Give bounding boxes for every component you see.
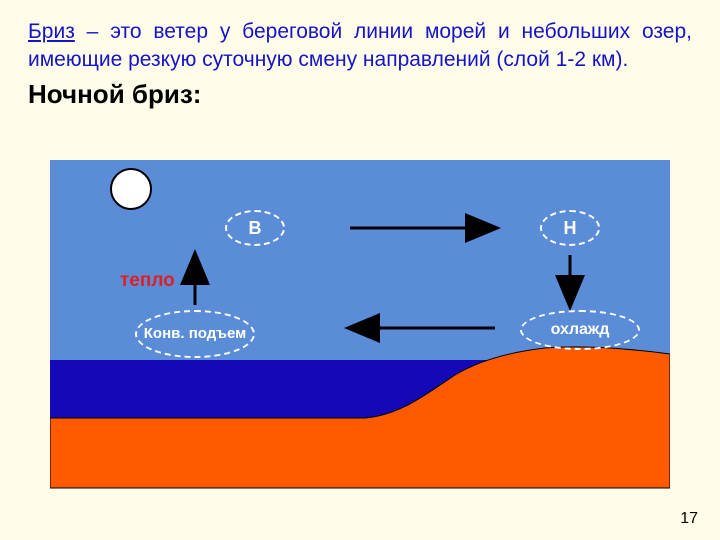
term: Бриз	[28, 20, 75, 43]
subtitle: Ночной бриз:	[0, 79, 720, 118]
circulation-arrows	[50, 160, 670, 360]
page-number: 17	[680, 510, 698, 528]
definition-text: Бриз – это ветер у береговой линии морей…	[0, 0, 720, 79]
definition-rest: – это ветер у береговой линии морей и не…	[28, 20, 692, 71]
breeze-diagram: В Н тепло Конв. подъем охлажд	[50, 160, 670, 490]
